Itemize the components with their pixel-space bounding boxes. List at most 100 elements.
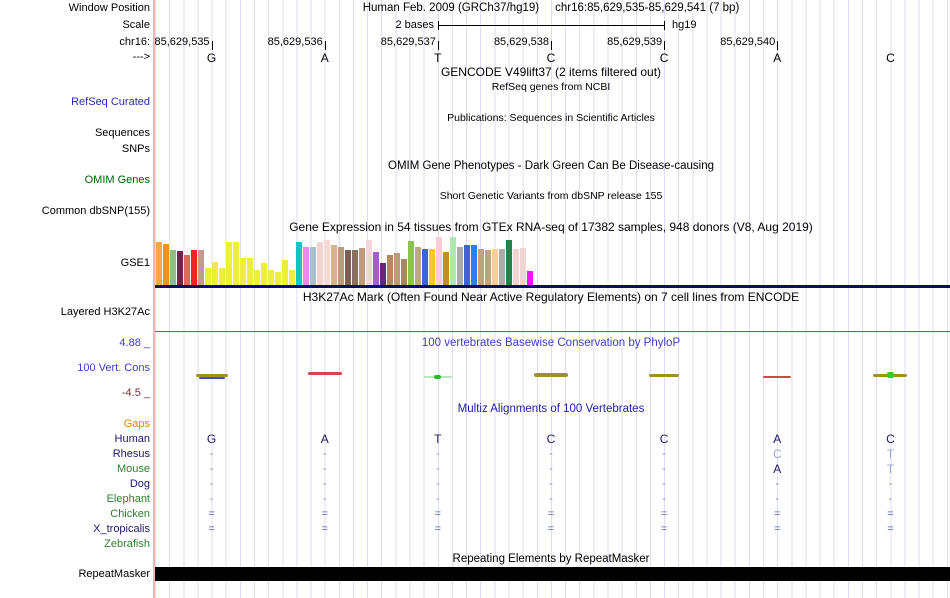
- alignment-cell: -: [436, 478, 440, 490]
- alignment-cell: =: [774, 523, 781, 535]
- track-title-h3k27ac[interactable]: H3K27Ac Mark (Often Found Near Active Re…: [302, 290, 800, 304]
- alignment-cell: =: [434, 523, 442, 535]
- label-chrom: chr16:: [119, 36, 150, 48]
- gtex-tissue-bar: [324, 240, 330, 285]
- gtex-tissue-bar: [387, 255, 393, 285]
- scale-ruler-right-tick: [664, 21, 665, 30]
- gtex-tissue-bar: [450, 237, 456, 285]
- track-title-dbsnp[interactable]: Short Genetic Variants from dbSNP releas…: [439, 190, 663, 202]
- gtex-tissue-bar: [401, 259, 407, 285]
- label-strand-arrow: --->: [132, 51, 150, 63]
- gtex-tissue-bar: [471, 245, 477, 285]
- gtex-tissue-bar: [499, 249, 505, 285]
- gtex-tissue-bar: [457, 247, 463, 285]
- gtex-tissue-bar: [268, 270, 274, 285]
- alignment-cell: =: [434, 508, 442, 520]
- track-title-multiz[interactable]: Multiz Alignments of 100 Vertebrates: [457, 403, 645, 415]
- gtex-tissue-bar: [352, 250, 358, 285]
- conservation-max-value: 4.88 _: [119, 337, 150, 349]
- species-label-gaps[interactable]: Gaps: [123, 418, 150, 430]
- alignment-cell: C: [659, 432, 669, 446]
- species-label-elephant[interactable]: Elephant: [106, 493, 150, 505]
- gtex-tissue-bar: [506, 240, 512, 285]
- gtex-tissue-bar: [345, 250, 351, 285]
- track-label-common-dbsnp[interactable]: Common dbSNP(155): [41, 205, 150, 217]
- species-label-dog[interactable]: Dog: [129, 478, 150, 490]
- track-label-snps[interactable]: SNPs: [121, 143, 150, 155]
- alignment-cell: =: [208, 508, 215, 520]
- gtex-tissue-bar: [429, 249, 435, 285]
- alignment-cell: T: [886, 462, 895, 476]
- gtex-tissue-bar: [359, 248, 365, 285]
- gtex-tissue-bar: [191, 250, 197, 285]
- track-label-refseq-curated[interactable]: RefSeq Curated: [71, 96, 150, 108]
- track-title-gtex[interactable]: Gene Expression in 54 tissues from GTEx …: [289, 220, 813, 234]
- alignment-cell: -: [322, 448, 327, 460]
- alignment-cell: T: [886, 447, 895, 461]
- conservation-segment: [198, 377, 225, 379]
- scale-ruler-left-tick: [438, 21, 439, 30]
- alignment-cell: C: [886, 432, 895, 446]
- gtex-tissue-bar: [184, 255, 190, 285]
- alignment-cell: -: [209, 448, 214, 460]
- track-title-phylop[interactable]: 100 vertebrates Basewise Conservation by…: [421, 337, 681, 349]
- alignment-cell: A: [773, 432, 782, 446]
- track-title-repeatmasker[interactable]: Repeating Elements by RepeatMasker: [452, 553, 650, 565]
- gtex-tissue-bar: [303, 247, 309, 285]
- gtex-tissue-bar: [317, 242, 323, 285]
- track-title-omim[interactable]: OMIM Gene Phenotypes - Dark Green Can Be…: [388, 160, 714, 172]
- track-label-100-vert-cons[interactable]: 100 Vert. Cons: [77, 362, 150, 374]
- track-label-gtex-gene-gse1[interactable]: GSE1: [120, 257, 150, 269]
- gtex-tissue-bar: [219, 268, 225, 285]
- repeatmasker-element-bar[interactable]: [155, 567, 950, 581]
- gtex-tissue-bar: [478, 249, 484, 285]
- ruler-position-number: 85,629,539: [607, 36, 663, 48]
- alignment-cell: =: [321, 508, 328, 520]
- alignment-cell: -: [662, 478, 666, 490]
- gtex-tissue-bar: [527, 271, 533, 285]
- scale-ruler-line: [438, 25, 665, 26]
- species-label-x_tropicalis[interactable]: X_tropicalis: [93, 523, 150, 535]
- gtex-tissue-bar: [415, 247, 421, 285]
- sequence-base: T: [434, 51, 442, 65]
- gtex-tissue-bar: [380, 263, 386, 285]
- species-label-chicken[interactable]: Chicken: [110, 508, 150, 520]
- track-label-layered-h3k27ac[interactable]: Layered H3K27Ac: [60, 306, 150, 318]
- track-label-omim-genes[interactable]: OMIM Genes: [84, 174, 150, 186]
- alignment-cell: =: [774, 508, 781, 520]
- ruler-position-tick: [777, 41, 779, 50]
- gtex-tissue-bar: [289, 270, 295, 285]
- alignment-cell: -: [888, 493, 893, 505]
- species-label-human[interactable]: Human: [114, 433, 150, 445]
- alignment-cell: -: [662, 448, 666, 460]
- species-label-rhesus[interactable]: Rhesus: [112, 448, 150, 460]
- track-label-repeatmasker[interactable]: RepeatMasker: [78, 568, 150, 580]
- alignment-cell: G: [206, 432, 217, 446]
- alignment-cell: =: [547, 508, 555, 520]
- track-title-gencode[interactable]: GENCODE V49lift37 (2 items filtered out): [440, 65, 662, 79]
- track-title-refseq[interactable]: RefSeq genes from NCBI: [491, 81, 611, 93]
- gtex-tissue-bar: [331, 245, 337, 285]
- alignment-cell: =: [208, 523, 215, 535]
- conservation-segment: [307, 372, 342, 375]
- species-label-mouse[interactable]: Mouse: [116, 463, 150, 475]
- ruler-position-tick: [324, 41, 326, 50]
- species-label-zebrafish[interactable]: Zebrafish: [104, 538, 150, 550]
- track-title-publications[interactable]: Publications: Sequences in Scientific Ar…: [447, 112, 655, 124]
- gtex-tissue-bar: [310, 247, 316, 285]
- gtex-tissue-bar: [520, 248, 526, 285]
- alignment-cell: -: [888, 478, 893, 490]
- alignment-cell: -: [549, 478, 553, 490]
- alignment-cell: -: [209, 463, 214, 475]
- alignment-cell: -: [549, 463, 553, 475]
- gtex-tissue-bar: [394, 253, 400, 285]
- gtex-tissue-bar: [492, 249, 498, 285]
- conservation-segment: [886, 372, 894, 378]
- gtex-tissue-bar: [254, 270, 260, 285]
- ruler-position-number: 85,629,535: [154, 36, 210, 48]
- gtex-tissue-bar: [513, 249, 519, 285]
- track-label-sequences[interactable]: Sequences: [94, 127, 150, 139]
- alignment-cell: -: [322, 493, 327, 505]
- ruler-position-tick: [664, 41, 666, 50]
- alignment-cell: -: [775, 478, 780, 490]
